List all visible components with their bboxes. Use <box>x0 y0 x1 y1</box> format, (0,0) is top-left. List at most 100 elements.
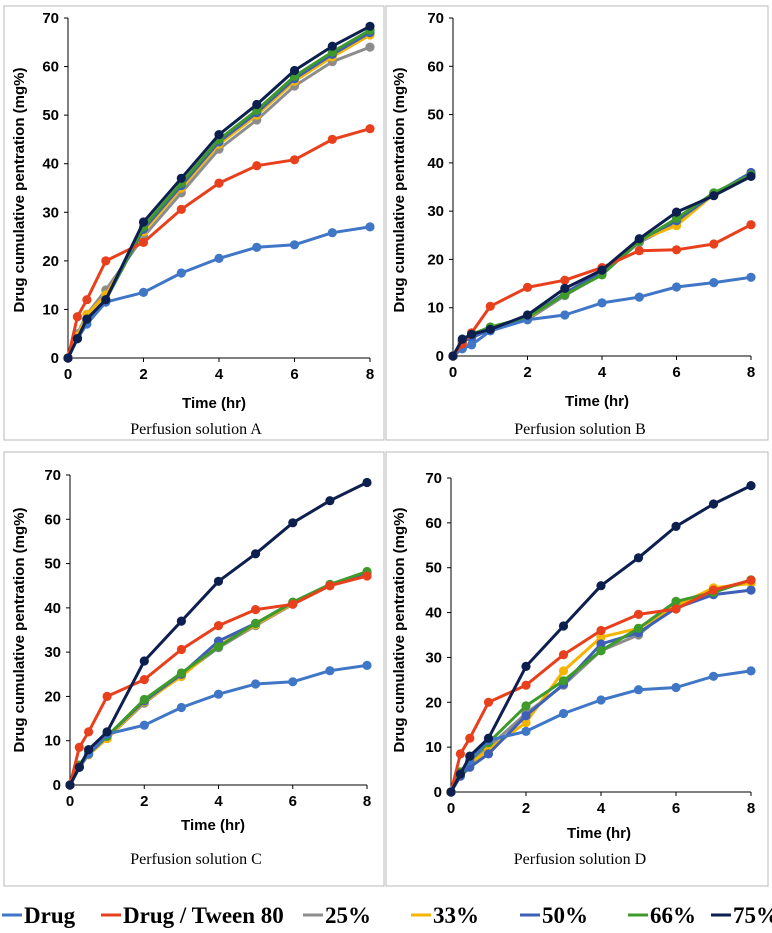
data-point <box>671 245 682 255</box>
series-66 <box>63 25 375 363</box>
data-point <box>455 769 465 779</box>
series-line <box>66 33 371 359</box>
data-point <box>596 695 606 705</box>
y-axis-title: Drug cumulative pentration (mg%) <box>391 67 408 312</box>
data-point <box>139 656 149 666</box>
data-point <box>521 711 531 721</box>
y-tick-label: 30 <box>425 649 442 666</box>
data-point <box>485 301 495 311</box>
data-point <box>596 581 606 591</box>
y-tick-label: 0 <box>436 348 444 365</box>
series-line <box>66 45 371 359</box>
data-point <box>139 675 149 685</box>
data-point <box>634 292 644 302</box>
data-point <box>84 727 94 737</box>
data-point <box>82 295 92 305</box>
series-line <box>66 24 371 359</box>
data-point <box>709 191 719 201</box>
y-tick-label: 70 <box>44 467 61 484</box>
data-point <box>596 632 606 642</box>
series-50 <box>63 27 375 363</box>
data-point <box>455 749 465 759</box>
y-axis-title: Drug cumulative pentration (mg%) <box>11 507 28 752</box>
panel-caption: Perfusion solution D <box>514 851 646 868</box>
x-tick-label: 8 <box>363 793 371 810</box>
data-point <box>214 130 224 140</box>
data-point <box>634 246 644 256</box>
data-point <box>288 599 298 609</box>
series-line <box>449 581 752 793</box>
data-point <box>746 575 756 585</box>
data-point <box>521 680 531 690</box>
legend: Drug Drug / Tween 80 25% 33% 50% 66% 75% <box>2 903 772 928</box>
data-point <box>101 295 111 305</box>
series-line <box>451 223 752 357</box>
data-point <box>467 340 477 350</box>
x-tick-label: 2 <box>140 793 148 810</box>
data-point <box>558 621 569 631</box>
panel-b: 0 10 20 30 40 50 60 70 0 2 4 6 8 Time (hr) Drug cumula… <box>385 5 769 441</box>
data-point <box>288 677 298 687</box>
data-point <box>558 650 569 660</box>
panel-frame <box>3 451 385 887</box>
series-75 <box>448 171 756 361</box>
x-tick-label: 2 <box>139 366 147 383</box>
panel-frame <box>385 451 769 887</box>
y-tick-label: 20 <box>425 694 442 711</box>
x-tick-label: 6 <box>290 366 298 383</box>
data-point <box>671 682 681 693</box>
data-point <box>560 290 570 300</box>
data-point <box>483 749 494 759</box>
series-66 <box>446 575 756 797</box>
data-point <box>671 213 682 223</box>
data-point <box>84 745 94 755</box>
series-line <box>66 127 371 359</box>
legend-label: 66% <box>650 903 696 928</box>
x-tick-label: 0 <box>447 800 455 817</box>
series-line <box>449 579 752 793</box>
series-75 <box>446 481 756 797</box>
data-point <box>214 253 224 263</box>
x-tick-label: 6 <box>289 793 297 810</box>
data-point <box>558 708 569 719</box>
data-point <box>289 240 300 250</box>
y-tick-label: 60 <box>425 515 442 532</box>
data-point <box>671 604 681 614</box>
data-point <box>74 742 84 753</box>
series-50 <box>65 567 372 790</box>
x-tick-label: 0 <box>64 366 72 383</box>
x-tick-label: 0 <box>66 793 74 810</box>
x-tick-label: 2 <box>523 364 531 381</box>
series-drug-tween-80 <box>448 220 756 361</box>
data-point <box>362 571 372 581</box>
data-point <box>633 685 644 695</box>
data-point <box>521 701 531 711</box>
series-66 <box>65 566 372 790</box>
y-tick-label: 20 <box>42 253 59 270</box>
data-point <box>213 621 224 631</box>
series-line <box>66 225 371 359</box>
data-point <box>213 689 224 699</box>
series-drug <box>448 272 756 361</box>
data-point <box>634 234 644 244</box>
series-line <box>68 663 368 786</box>
x-tick-label: 8 <box>747 800 755 817</box>
data-point <box>467 329 477 339</box>
data-point <box>251 549 261 559</box>
data-point <box>65 780 75 790</box>
data-point <box>176 644 186 655</box>
data-point <box>139 694 149 705</box>
x-tick-label: 4 <box>215 366 224 383</box>
series-25 <box>63 42 375 363</box>
data-point <box>101 256 111 266</box>
y-tick-label: 30 <box>44 644 61 661</box>
data-point <box>325 666 335 676</box>
data-point <box>63 353 73 363</box>
series-line <box>449 588 752 793</box>
series-line <box>68 570 368 786</box>
x-tick-label: 8 <box>366 366 374 383</box>
y-tick-label: 30 <box>42 204 59 221</box>
data-point <box>365 124 375 134</box>
y-tick-label: 30 <box>427 203 444 220</box>
legend-label: Drug <box>24 903 76 928</box>
